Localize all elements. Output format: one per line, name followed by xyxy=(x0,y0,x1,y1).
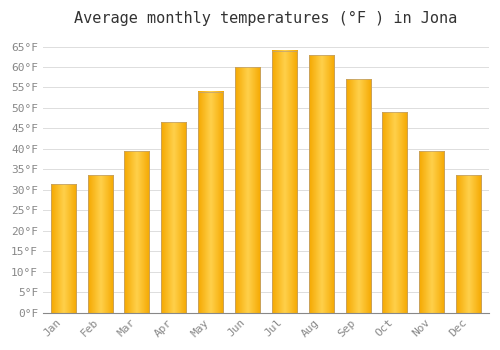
Bar xyxy=(88,175,112,313)
Title: Average monthly temperatures (°F ) in Jona: Average monthly temperatures (°F ) in Jo… xyxy=(74,11,458,26)
Bar xyxy=(419,151,444,313)
Bar xyxy=(235,67,260,313)
Bar xyxy=(198,92,223,313)
Bar xyxy=(346,79,370,313)
Bar xyxy=(382,112,407,313)
Bar xyxy=(272,51,297,313)
Bar xyxy=(308,55,334,313)
Bar xyxy=(162,122,186,313)
Bar xyxy=(124,151,150,313)
Bar xyxy=(50,184,76,313)
Bar xyxy=(456,175,481,313)
